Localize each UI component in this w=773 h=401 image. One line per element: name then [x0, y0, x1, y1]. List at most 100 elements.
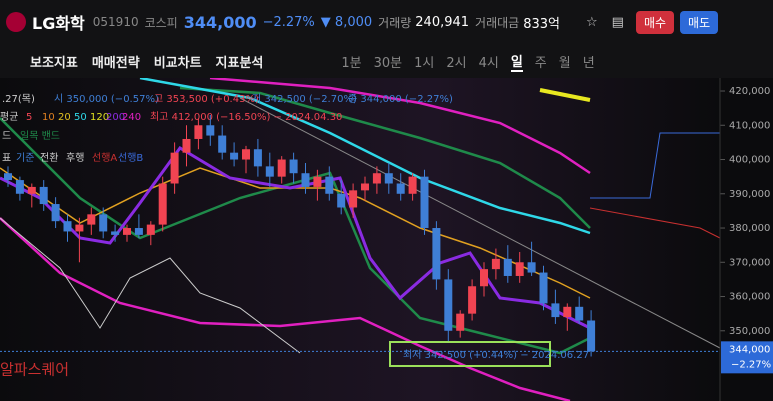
candle-body: [349, 190, 358, 208]
candle-body: [170, 152, 179, 184]
candle-body: [15, 180, 24, 194]
y-tick-label: 360,000: [729, 292, 770, 303]
candle-body: [87, 214, 96, 225]
change-pct: −2.27%: [262, 14, 315, 30]
candle-body: [325, 176, 334, 194]
legend-ichimoku: 후행: [66, 152, 84, 164]
candle-body: [563, 306, 572, 318]
interval-button[interactable]: 30분: [373, 55, 403, 71]
change: ▼ 8,000: [320, 14, 373, 30]
interval-button[interactable]: 주: [534, 55, 547, 71]
candle-body: [39, 186, 48, 205]
legend-band: 드: [2, 131, 11, 142]
candle-body: [194, 125, 203, 139]
interval-button[interactable]: 2시: [446, 55, 467, 71]
legend-ichimoku: 기준: [16, 152, 34, 164]
candle-body: [480, 269, 488, 287]
interval-button[interactable]: 월: [558, 55, 571, 71]
candle-body: [444, 279, 453, 331]
legend-ma-period: 240: [122, 112, 141, 123]
interval-button[interactable]: 일: [510, 51, 523, 72]
candle-body: [4, 173, 12, 181]
y-tick-label: 370,000: [729, 257, 770, 268]
stock-name[interactable]: LG화학: [32, 14, 85, 33]
watermark: 알파스퀘어: [0, 361, 69, 379]
y-tick-label: 390,000: [729, 189, 770, 200]
tool-button[interactable]: 매매전략: [91, 55, 140, 71]
legend-band-name: 일목 밴드: [20, 130, 60, 142]
candle-body: [468, 286, 477, 314]
legend-low: 저 342,500 (−2.70%): [252, 93, 357, 105]
y-tick-label: 400,000: [729, 155, 770, 166]
legend: .27(목) 시 350,000 (−0.57%)고 353,500 (+0.43…: [0, 93, 589, 379]
legend-ichimoku: 표: [2, 153, 11, 164]
candle-body: [123, 228, 131, 235]
interval-button[interactable]: 4시: [478, 55, 499, 71]
legend-ma-period: 10: [42, 112, 55, 123]
candle-body: [456, 313, 465, 331]
buy-button[interactable]: 매수: [635, 10, 675, 34]
candle-body: [111, 231, 120, 235]
legend-ma-period: 50: [74, 112, 87, 123]
amount: 833억: [523, 16, 560, 32]
price: 344,000: [183, 12, 257, 32]
legend-ma: 평균: [0, 111, 18, 123]
y-tick-label: 420,000: [729, 86, 770, 97]
candle-body: [313, 176, 322, 187]
memo-icon[interactable]: ▤: [611, 14, 624, 30]
y-tick-label: 350,000: [729, 326, 770, 337]
candle-body: [301, 173, 310, 187]
y-tick-label: 380,000: [729, 223, 770, 234]
star-icon[interactable]: ☆: [586, 14, 598, 30]
candle-body: [63, 221, 72, 232]
sell-button[interactable]: 매도: [680, 10, 719, 34]
volume-label: 거래량: [378, 15, 412, 30]
candle-body: [539, 272, 548, 304]
tool-button[interactable]: 보조지표: [30, 55, 78, 71]
candle-body: [527, 262, 536, 273]
candle-body: [242, 149, 250, 160]
candle-body: [134, 228, 143, 235]
tool-button[interactable]: 지표분석: [215, 55, 264, 71]
legend-high: 고 353,500 (+0.43%): [154, 94, 259, 105]
candle-body: [51, 204, 60, 222]
candle-body: [575, 306, 584, 321]
legend-date: .27(목): [2, 93, 35, 105]
candle-body: [587, 320, 596, 352]
candle-body: [218, 135, 227, 153]
volume: 240,941: [415, 14, 470, 30]
market: 코스피: [144, 15, 178, 30]
interval-button[interactable]: 1분: [341, 55, 362, 71]
candle-body: [182, 138, 191, 153]
candle-body: [230, 152, 239, 160]
legend-ma-period: 20: [58, 112, 71, 123]
header: LG화학 051910 코스피 344,000 −2.27% ▼ 8,000 거…: [0, 0, 773, 44]
amount-label: 거래대금: [475, 15, 520, 30]
candle-body: [337, 193, 346, 208]
candle-body: [146, 224, 155, 235]
candle-body: [277, 159, 286, 177]
candle-body: [372, 173, 381, 184]
legend-close: 종 344,000 (−2.27%): [348, 93, 453, 105]
interval-button[interactable]: 년: [582, 55, 595, 71]
candle-body: [515, 262, 524, 276]
candle-body: [408, 176, 417, 194]
candle-body: [503, 258, 512, 276]
legend-ichimoku: 선행A: [92, 152, 117, 164]
legend-ma-period: 120: [90, 112, 109, 123]
candle-body: [27, 186, 36, 194]
interval-button[interactable]: 1시: [414, 55, 435, 71]
logo: [6, 12, 26, 32]
candle-body: [289, 159, 298, 174]
stock-code: 051910: [92, 15, 139, 29]
y-tick-label: 410,000: [729, 120, 770, 131]
current-change: −2.27%: [731, 359, 771, 370]
candle-body: [432, 228, 441, 280]
candle-body: [396, 183, 405, 194]
min-note: 최저 342,500 (+0.44%) − 2024.06.27: [403, 349, 589, 361]
candle-body: [384, 173, 393, 184]
candle-body: [158, 183, 167, 225]
tool-button[interactable]: 비교차트: [153, 55, 202, 71]
candle-body: [420, 176, 429, 229]
